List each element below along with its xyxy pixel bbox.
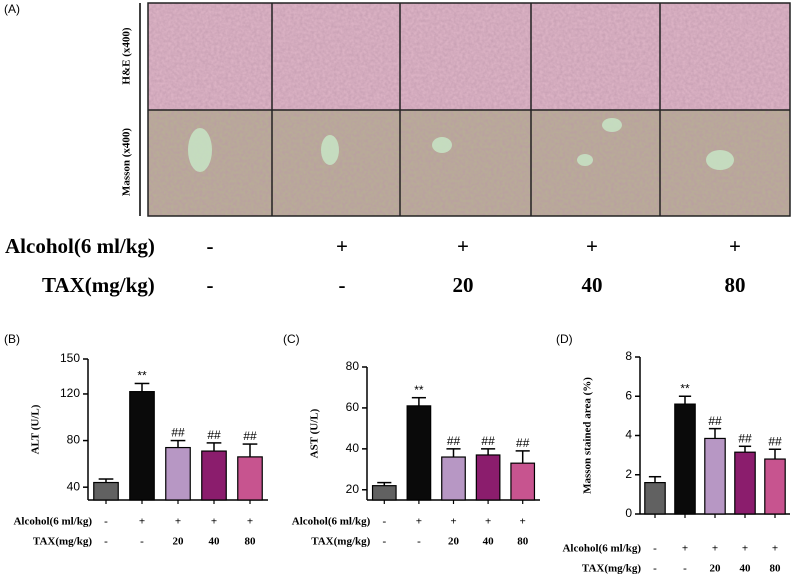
- condition-value: -: [653, 563, 657, 575]
- condition-value: 40: [209, 536, 221, 548]
- condition-value: -: [417, 536, 421, 548]
- condition-label: Alcohol(6 ml/kg): [5, 234, 155, 258]
- condition-value: +: [247, 516, 253, 528]
- condition-value: 40: [740, 563, 752, 575]
- bar: [201, 450, 227, 501]
- row-label: Masson (x400): [121, 128, 133, 196]
- condition-value: +: [336, 234, 348, 258]
- condition-value: -: [207, 234, 214, 258]
- bar: [441, 456, 466, 501]
- y-tick-label: 40: [67, 479, 81, 493]
- condition-value: 20: [453, 273, 474, 297]
- condition-value: +: [485, 516, 491, 528]
- bar: [674, 403, 696, 515]
- condition-label: Alcohol(6 ml/kg): [13, 516, 92, 528]
- condition-value: -: [382, 536, 386, 548]
- condition-value: +: [520, 516, 526, 528]
- condition-value: -: [339, 273, 346, 297]
- condition-value: -: [104, 516, 108, 528]
- bar: [165, 446, 191, 501]
- condition-value: +: [450, 516, 456, 528]
- bar: [764, 458, 786, 515]
- y-tick-label: 80: [346, 359, 360, 373]
- y-axis-label: ALT (U/L): [30, 404, 42, 454]
- y-tick-label: 8: [625, 349, 632, 363]
- condition-value: 80: [725, 273, 746, 297]
- y-tick-label: 0: [625, 506, 632, 520]
- condition-value: 20: [173, 536, 185, 548]
- y-tick-label: 60: [346, 400, 360, 414]
- condition-value: -: [653, 543, 657, 555]
- condition-value: -: [104, 536, 108, 548]
- y-tick-label: 4: [625, 428, 632, 442]
- significance: ##: [738, 431, 752, 445]
- bar: [734, 451, 756, 515]
- condition-value: +: [682, 543, 688, 555]
- condition-value: 80: [770, 563, 782, 575]
- bar: [237, 456, 263, 501]
- condition-value: -: [683, 563, 687, 575]
- condition-value: 20: [710, 563, 722, 575]
- significance: ##: [516, 436, 530, 450]
- bar: [406, 405, 432, 501]
- condition-value: 80: [517, 536, 529, 548]
- condition-value: +: [457, 234, 469, 258]
- panel-label: (C): [283, 332, 300, 346]
- condition-label: Alcohol(6 ml/kg): [562, 543, 641, 555]
- condition-label: TAX(mg/kg): [42, 273, 155, 297]
- condition-value: +: [175, 516, 181, 528]
- significance: **: [414, 383, 424, 397]
- y-tick-label: 20: [346, 482, 360, 496]
- condition-value: +: [211, 516, 217, 528]
- significance: ##: [447, 434, 461, 448]
- condition-value: -: [140, 536, 144, 548]
- histology-images: [139, 2, 791, 217]
- panel-label: (D): [556, 332, 573, 346]
- condition-value: +: [729, 234, 741, 258]
- panel-label: (B): [4, 332, 20, 346]
- condition-value: 20: [448, 536, 460, 548]
- y-axis-label: AST (U/L): [309, 408, 321, 458]
- condition-value: 40: [582, 273, 603, 297]
- significance: ##: [481, 434, 495, 448]
- significance: ##: [207, 428, 221, 442]
- significance: **: [680, 381, 690, 395]
- row-label: H&E (x400): [121, 27, 133, 84]
- condition-value: +: [586, 234, 598, 258]
- bar: [93, 481, 119, 501]
- significance: ##: [243, 429, 257, 443]
- condition-value: +: [139, 516, 145, 528]
- y-tick-label: 150: [60, 351, 80, 365]
- significance: ##: [171, 426, 185, 440]
- condition-label: Alcohol(6 ml/kg): [292, 516, 371, 528]
- condition-label: TAX(mg/kg): [311, 536, 370, 548]
- condition-value: -: [382, 516, 386, 528]
- significance: **: [137, 369, 147, 383]
- significance: ##: [708, 414, 722, 428]
- y-tick-label: 80: [67, 433, 81, 447]
- bar: [475, 454, 501, 501]
- y-tick-label: 2: [625, 467, 632, 481]
- y-tick-label: 40: [346, 441, 360, 455]
- y-tick-label: 6: [625, 388, 632, 402]
- y-axis-label: Masson stained area (%): [582, 377, 594, 494]
- condition-value: -: [207, 273, 214, 297]
- condition-value: +: [416, 516, 422, 528]
- bar: [129, 391, 155, 501]
- bar: [371, 485, 397, 501]
- condition-label: TAX(mg/kg): [33, 536, 92, 548]
- condition-value: +: [712, 543, 718, 555]
- bar: [510, 462, 536, 501]
- condition-label: TAX(mg/kg): [582, 563, 641, 575]
- condition-value: +: [742, 543, 748, 555]
- panel-label: (A): [4, 2, 20, 16]
- significance: ##: [768, 434, 782, 448]
- bar: [704, 437, 726, 515]
- condition-value: 80: [245, 536, 257, 548]
- condition-value: 40: [483, 536, 495, 548]
- condition-value: +: [772, 543, 778, 555]
- bar: [644, 482, 666, 515]
- y-tick-label: 120: [60, 386, 80, 400]
